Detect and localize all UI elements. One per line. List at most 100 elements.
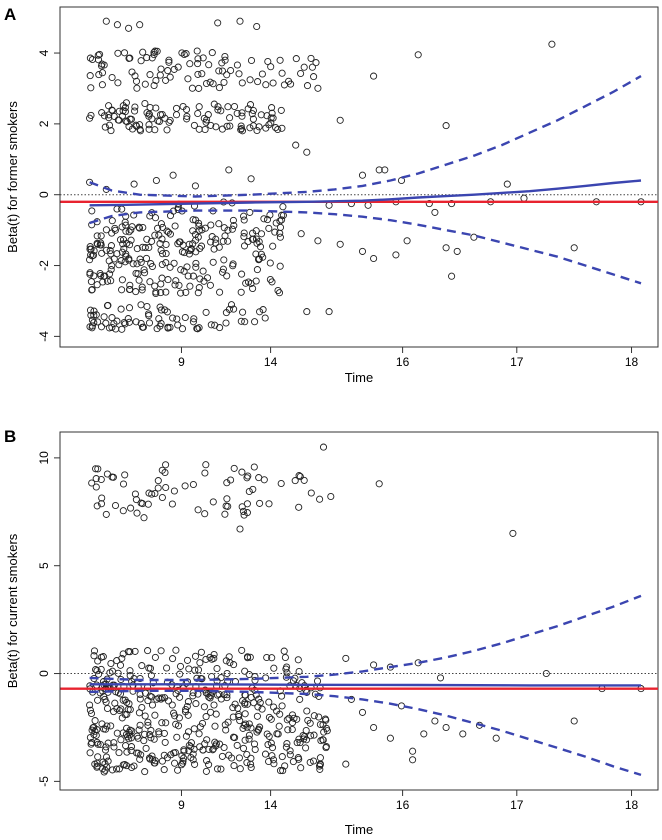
residual-point [119,480,128,488]
residual-point [166,212,175,220]
residual-point [172,690,180,698]
residual-point [200,277,208,285]
residual-point [162,76,170,84]
residual-point [155,730,163,738]
residual-point [425,200,433,208]
residual-point [320,728,328,736]
residual-point [101,123,109,131]
residual-point [119,240,127,248]
residual-point [215,690,223,698]
residual-point [144,500,152,508]
residual-point [162,719,170,727]
residual-point [275,722,283,730]
residual-point [214,19,222,27]
residual-point [221,721,229,729]
upper-confidence-band [89,75,642,198]
residual-point [196,275,204,283]
residual-point [105,102,113,110]
residual-point [269,114,277,122]
residual-point [87,709,96,718]
residual-point [228,754,236,762]
residual-point [246,653,254,661]
residual-point [195,103,203,111]
residual-point [520,194,528,202]
residual-point [152,289,160,298]
panel-a-letter: A [4,5,16,24]
residual-point [185,747,193,755]
residual-point [99,653,107,661]
residual-point [261,750,270,758]
residual-point [315,692,323,700]
residual-point [205,61,213,69]
residual-point [206,653,214,661]
residual-point [127,226,135,234]
residual-point [246,76,254,84]
residual-point [307,54,315,62]
residual-point [174,240,182,248]
residual-point [158,250,167,258]
residual-point [306,719,314,727]
residual-point [253,22,261,31]
residual-point [141,99,149,108]
residual-point [256,308,264,316]
residual-point [436,674,445,682]
residual-point [220,743,228,752]
residual-point [156,240,164,248]
residual-point [327,492,335,501]
residual-point [108,262,116,270]
residual-point [293,739,301,747]
residual-point [255,255,263,263]
residual-point [132,318,140,326]
residual-point [176,693,184,701]
residual-point [302,736,311,744]
residual-point [257,230,266,238]
residual-point [133,509,141,517]
residual-point [157,280,165,288]
residual-point [168,701,176,709]
residual-point [106,270,114,278]
residual-point [265,121,273,129]
residual-point [204,111,212,119]
residual-point [182,288,190,296]
residual-point [336,240,344,248]
residual-point [110,739,118,747]
residual-point [240,242,249,250]
residual-point [259,253,267,261]
residual-point [118,276,126,284]
residual-point [88,286,96,294]
residual-point [279,767,287,775]
residual-point [223,495,231,503]
residual-point [136,695,144,703]
residual-point [165,118,173,126]
residual-point [226,114,234,122]
residual-point [310,73,318,81]
residual-point [240,233,248,241]
residual-point [102,510,110,518]
residual-point [243,500,251,508]
residual-point [194,666,203,674]
residual-point [302,744,310,752]
panel-b-marks [60,443,658,777]
residual-point [88,207,96,215]
residual-point [194,506,202,514]
residual-point [201,224,209,232]
residual-point [286,751,294,759]
residual-point [192,259,200,267]
panel-a-x-axis: 9 14 16 17 18 [178,346,639,369]
residual-point [94,657,102,665]
residual-point [107,266,115,274]
residual-point [300,63,308,71]
residual-point [317,737,325,745]
residual-point [448,200,456,208]
panel-b: B -5 0 5 10 9 14 16 17 18 Time Beta(t) for curr… [4,427,659,837]
residual-point [202,308,210,316]
residual-point [170,487,178,495]
residual-point [189,480,197,489]
residual-point [218,67,227,75]
residual-point [295,735,303,743]
residual-point [191,666,199,674]
residual-point [159,223,167,231]
residual-point [100,61,108,69]
residual-point [176,662,185,670]
residual-point [216,740,224,748]
